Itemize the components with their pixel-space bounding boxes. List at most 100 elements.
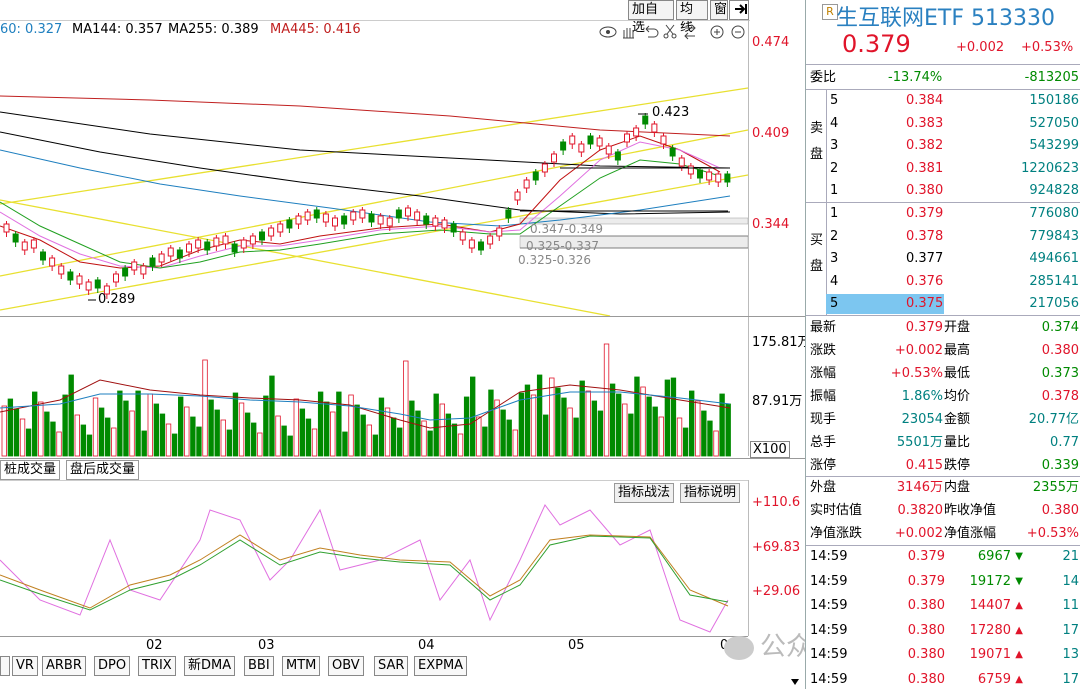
tab-new-dma[interactable]: 新DMA (184, 656, 236, 676)
sell-level: 2 (830, 160, 839, 176)
tab-sar[interactable]: SAR (374, 656, 409, 676)
tab-mtm[interactable]: MTM (282, 656, 321, 676)
volume-chart[interactable] (0, 318, 748, 458)
candle (624, 133, 630, 143)
price-chart[interactable] (0, 40, 748, 316)
buy-price[interactable]: 0.376 (906, 273, 944, 289)
candle (259, 231, 265, 241)
stat-value: 0.373 (1041, 366, 1079, 381)
stat-label: 现手 (810, 412, 837, 427)
buy-price[interactable]: 0.378 (906, 228, 944, 244)
volume-bar (622, 403, 628, 457)
sell-price[interactable]: 0.383 (906, 115, 944, 131)
collapse-arrow-icon[interactable] (729, 0, 749, 20)
add-watchlist-button[interactable]: 加自选 (628, 0, 674, 35)
window-button[interactable]: 窗 (710, 0, 728, 20)
scroll-down-icon[interactable] (788, 676, 802, 689)
candle (587, 135, 594, 145)
volume-bar (141, 430, 147, 457)
volume-bar (348, 394, 354, 457)
buy-level: 3 (830, 251, 839, 267)
ma144-label: MA144: 0.357 (72, 22, 163, 37)
ma255-line (0, 111, 731, 169)
tab-indicator-help[interactable]: 指标说明 (680, 483, 741, 503)
buy-price[interactable]: 0.375 (906, 296, 944, 312)
indicator-tick-mid: +69.83 (752, 540, 801, 555)
tab-obv[interactable]: OBV (328, 656, 364, 676)
zoom-out-icon[interactable] (731, 25, 745, 39)
down-arrow-icon: ▼ (1015, 575, 1023, 587)
stat-label: 最高 (944, 343, 971, 358)
stat-label: 净值涨跌 (810, 526, 863, 541)
volume-bar (129, 410, 135, 457)
volume-bar (640, 386, 646, 457)
eye-icon[interactable] (599, 26, 617, 38)
candle (268, 227, 275, 237)
candle (386, 217, 393, 227)
up-arrow-icon: ▲ (1015, 649, 1023, 660)
buy-level: 1 (830, 206, 839, 221)
indicator-tick-high: +110.6 (752, 495, 801, 510)
down-arrow-icon: ▼ (1015, 551, 1023, 562)
candle (541, 163, 548, 173)
ma20-line (0, 159, 721, 269)
tab-indicator-strategy[interactable]: 指标战法 (614, 483, 675, 503)
candle (441, 219, 448, 229)
volume-bar (360, 414, 366, 457)
volume-bar (299, 408, 306, 457)
volume-bar (403, 360, 409, 457)
zoom-in-icon[interactable] (710, 25, 724, 39)
buy-price[interactable]: 0.377 (906, 251, 944, 267)
volume-bar (135, 390, 141, 457)
indicator-chart[interactable] (0, 500, 748, 636)
trendline-lower (0, 174, 748, 311)
stat-label: 实时估值 (810, 503, 863, 518)
kdj-j-line (0, 504, 729, 633)
volume-bar (427, 430, 433, 457)
tick-price: 0.380 (907, 671, 945, 687)
tab-trix[interactable]: TRIX (138, 656, 176, 676)
ma-button[interactable]: 均线 (676, 0, 708, 35)
tick-count: 17 (1062, 671, 1079, 687)
sell-price[interactable]: 0.381 (906, 160, 944, 176)
buy-price[interactable]: 0.379 (906, 206, 944, 221)
tick-row: 14:59 0.380 14407 ▲ 11 (806, 594, 1080, 617)
sell-volume: 543299 (1029, 138, 1079, 154)
bottom-tab-partial[interactable] (0, 656, 10, 676)
tab-vr[interactable]: VR (12, 656, 38, 676)
swap-icon[interactable] (684, 24, 696, 40)
rong-icon[interactable]: R (822, 4, 838, 20)
sell-price[interactable]: 0.380 (906, 183, 944, 199)
tab-bbi[interactable]: BBI (244, 656, 274, 676)
volume-bar (13, 408, 20, 457)
candle (368, 213, 375, 223)
tab-vol-main[interactable]: 桩成交量 (0, 460, 61, 480)
volume-bar (19, 418, 26, 457)
tick-row: 14:59 0.380 6759 ▲ 17 (806, 668, 1080, 689)
undo-icon[interactable] (645, 25, 659, 38)
scissors-icon[interactable] (663, 24, 677, 39)
stat-label: 跌停 (944, 458, 971, 473)
low-label: 0.289 (98, 292, 136, 307)
sell-price[interactable]: 0.384 (906, 93, 944, 108)
stat-value: 1.86% (901, 389, 943, 404)
tab-dpo[interactable]: DPO (94, 656, 131, 676)
price-tick-high: 0.474 (752, 35, 790, 50)
tab-arbr[interactable]: ARBR (42, 656, 86, 676)
tab-expma[interactable]: EXPMA (414, 656, 468, 676)
candle (58, 265, 65, 275)
tick-time: 14:59 (810, 573, 848, 589)
price-change: +0.002 (956, 40, 1005, 55)
chart-panel[interactable]: 加自选 均线 窗 60: 0.327 MA144: 0.357 MA255: 0… (0, 0, 805, 689)
volume-bar (354, 404, 360, 457)
volume-bar (171, 433, 178, 457)
stat-label: 净值涨幅 (944, 526, 997, 541)
sell-price[interactable]: 0.382 (906, 138, 944, 154)
tab-vol-after[interactable]: 盘后成交量 (66, 460, 140, 480)
hand-icon[interactable] (623, 28, 634, 39)
candle (286, 219, 293, 229)
volume-bar (603, 343, 610, 457)
date-02: 02 (146, 638, 163, 653)
tick-price: 0.379 (907, 573, 945, 589)
gap-label-2: 0.325-0.337 (526, 239, 600, 253)
